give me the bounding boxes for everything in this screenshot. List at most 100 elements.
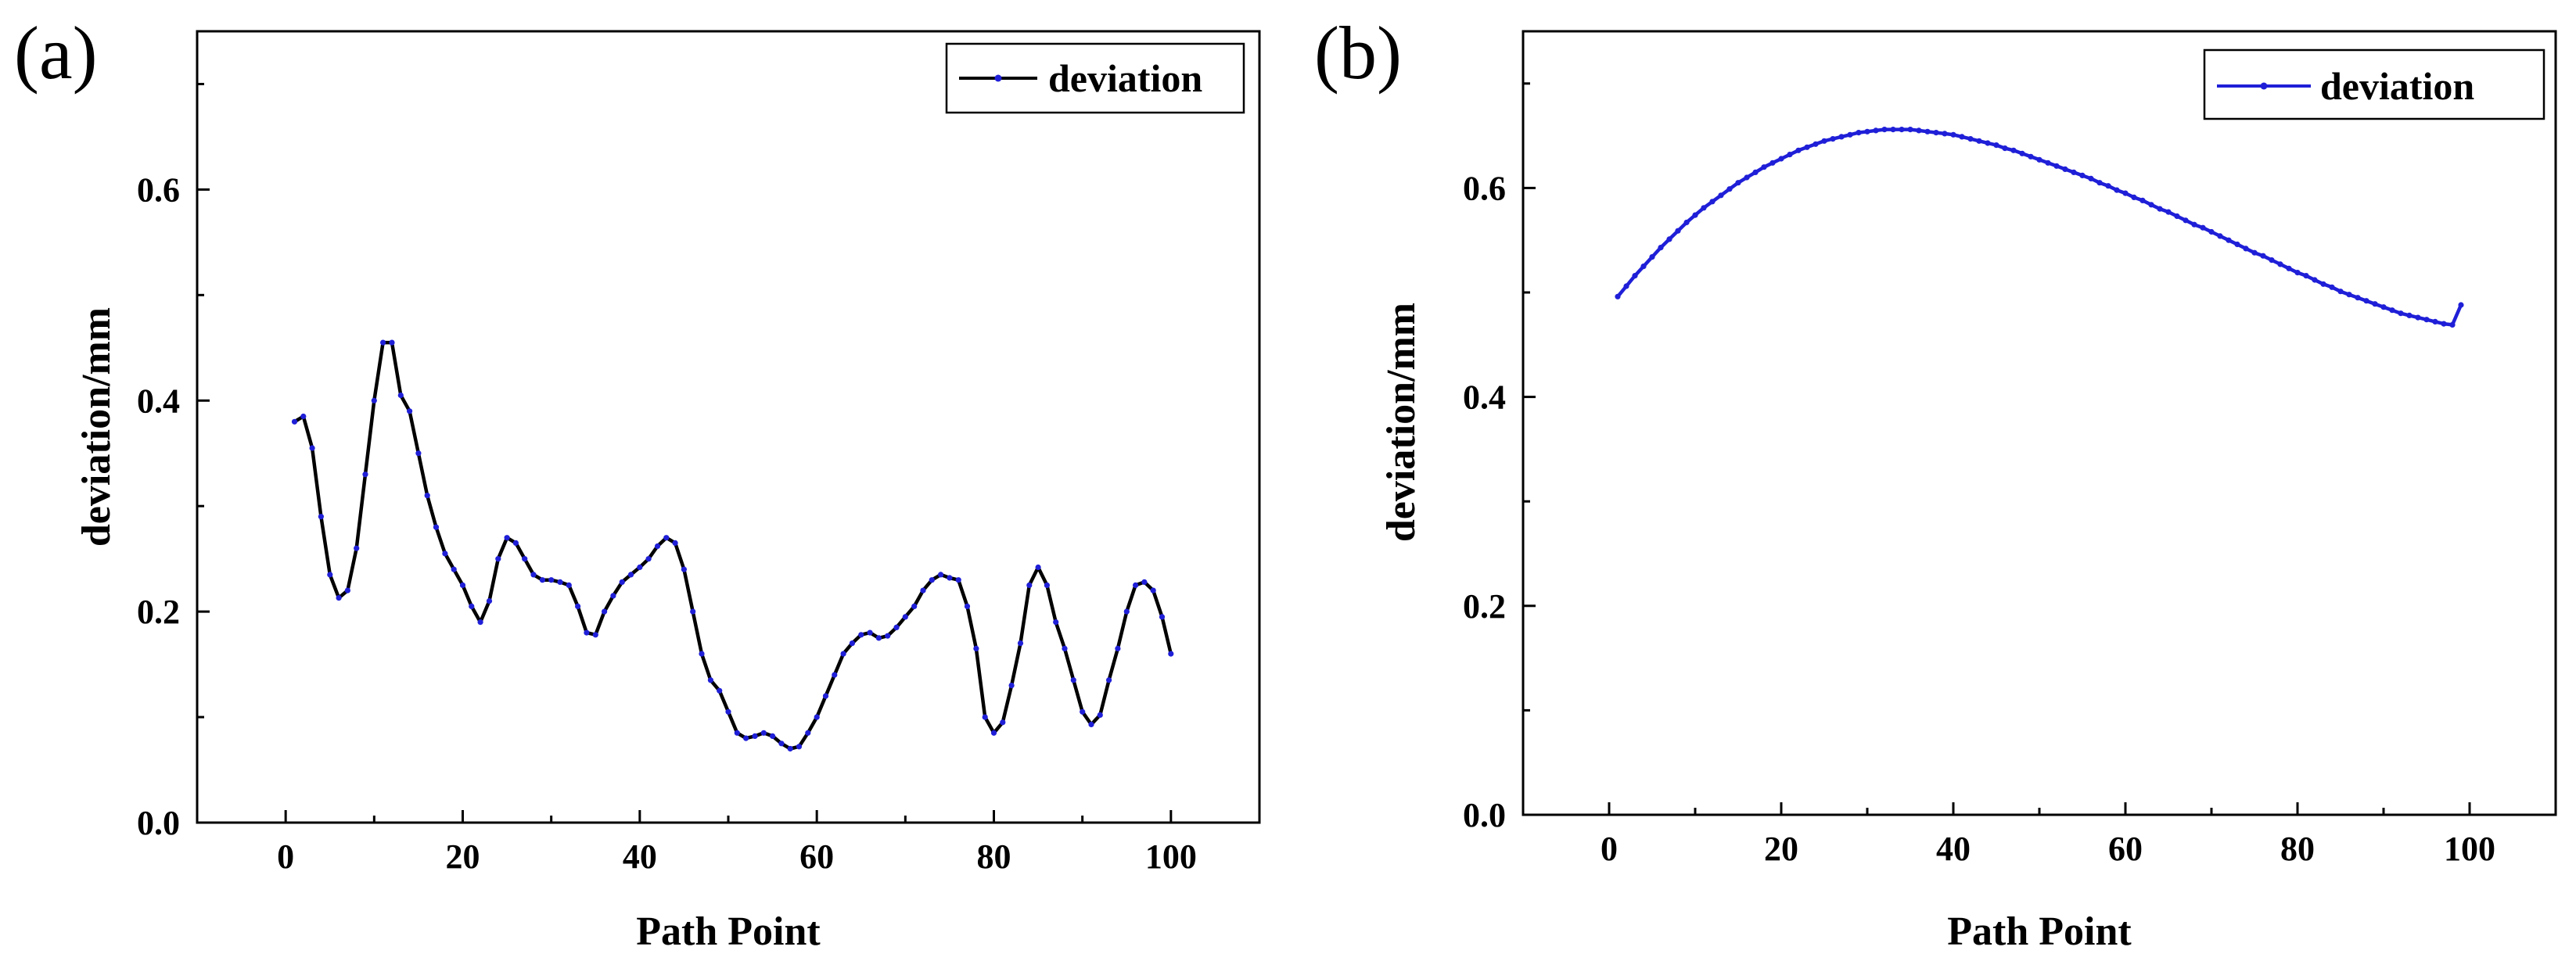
data-point bbox=[309, 445, 315, 451]
data-point bbox=[672, 540, 678, 547]
x-tick-label: 100 bbox=[1145, 837, 1197, 876]
data-point bbox=[389, 339, 395, 346]
data-point bbox=[530, 572, 537, 578]
data-point bbox=[1985, 140, 1991, 146]
data-point bbox=[1873, 127, 1879, 134]
data-point bbox=[707, 677, 714, 683]
data-point bbox=[610, 593, 616, 599]
data-point bbox=[575, 603, 581, 610]
data-point bbox=[1924, 128, 1931, 134]
data-point bbox=[2294, 270, 2301, 276]
data-point bbox=[1640, 264, 1647, 270]
y-tick-label: 0.0 bbox=[1463, 796, 1506, 834]
data-point bbox=[1123, 608, 1130, 615]
plot-frame bbox=[196, 30, 1261, 824]
data-point bbox=[469, 603, 475, 610]
data-point bbox=[990, 730, 997, 736]
data-point bbox=[2312, 277, 2318, 283]
data-point bbox=[548, 577, 555, 583]
data-point bbox=[1890, 127, 1896, 133]
data-point bbox=[2432, 318, 2438, 325]
data-point bbox=[433, 524, 440, 530]
data-point bbox=[2096, 180, 2103, 186]
data-point bbox=[2380, 304, 2387, 310]
data-point bbox=[663, 535, 670, 541]
data-point bbox=[2174, 213, 2180, 220]
data-point bbox=[2243, 246, 2249, 252]
data-point bbox=[1666, 236, 1672, 242]
data-point bbox=[477, 619, 483, 626]
data-point bbox=[1830, 136, 1836, 142]
data-point bbox=[584, 629, 590, 636]
data-point bbox=[495, 556, 501, 562]
data-point bbox=[371, 397, 377, 403]
y-tick-label: 0.6 bbox=[137, 170, 180, 209]
y-axis-title: deviation/mm bbox=[1379, 303, 1424, 542]
data-point bbox=[566, 582, 572, 589]
data-point bbox=[778, 741, 785, 747]
data-point bbox=[407, 408, 413, 414]
data-point bbox=[2079, 172, 2086, 178]
data-point bbox=[1821, 138, 1827, 144]
data-point bbox=[2122, 190, 2129, 196]
data-point bbox=[1035, 564, 1041, 571]
data-point bbox=[911, 603, 918, 610]
data-point bbox=[1097, 712, 1103, 719]
data-point bbox=[1847, 131, 1853, 138]
data-point bbox=[893, 624, 900, 631]
data-point bbox=[2234, 241, 2240, 248]
data-point bbox=[1976, 138, 1982, 144]
data-point bbox=[602, 608, 608, 615]
data-point bbox=[1141, 579, 1148, 586]
data-point bbox=[2165, 209, 2172, 215]
data-point bbox=[849, 640, 855, 647]
data-point bbox=[1735, 180, 1741, 186]
data-point bbox=[362, 472, 368, 478]
data-point bbox=[522, 556, 528, 562]
data-point bbox=[1070, 677, 1076, 683]
data-point bbox=[1950, 131, 1956, 138]
data-point bbox=[2157, 206, 2163, 212]
data-point bbox=[512, 540, 519, 547]
y-tick-label: 0.2 bbox=[137, 593, 180, 631]
data-point bbox=[1718, 192, 1724, 199]
legend-marker-sample bbox=[2260, 82, 2268, 90]
legend: deviation bbox=[2203, 48, 2545, 120]
data-point bbox=[1026, 582, 1033, 589]
data-point bbox=[1881, 127, 1888, 133]
data-point bbox=[451, 566, 457, 572]
data-point bbox=[752, 733, 758, 740]
data-point bbox=[2458, 302, 2464, 308]
data-point bbox=[2269, 257, 2275, 264]
data-point bbox=[2260, 253, 2266, 259]
data-point bbox=[1726, 186, 1733, 192]
data-point bbox=[2320, 281, 2326, 287]
x-tick-label: 0 bbox=[277, 837, 294, 876]
data-point bbox=[973, 645, 979, 652]
data-point bbox=[1623, 283, 1629, 289]
data-point bbox=[327, 572, 333, 578]
data-point bbox=[1683, 219, 1690, 226]
series-line bbox=[293, 340, 1173, 751]
data-point bbox=[1000, 719, 1006, 726]
data-point bbox=[1959, 134, 1965, 140]
x-tick-label: 20 bbox=[1764, 830, 1798, 868]
data-point bbox=[637, 564, 643, 571]
legend-label: deviation bbox=[1048, 56, 1202, 100]
data-point bbox=[947, 575, 953, 581]
data-point bbox=[291, 418, 298, 425]
data-point bbox=[1632, 273, 1638, 279]
data-point bbox=[1133, 582, 1139, 589]
data-point bbox=[1709, 199, 1716, 205]
data-point bbox=[1008, 683, 1015, 689]
data-point bbox=[2114, 187, 2120, 193]
data-point bbox=[2251, 249, 2258, 256]
data-point bbox=[1150, 587, 1156, 593]
data-point bbox=[380, 339, 386, 346]
data-point bbox=[1658, 245, 1664, 251]
data-point bbox=[1168, 651, 1174, 657]
data-point bbox=[1907, 127, 1913, 133]
x-tick-label: 40 bbox=[1936, 830, 1971, 868]
data-point bbox=[2045, 160, 2051, 166]
x-axis-title: Path Point bbox=[636, 909, 821, 954]
